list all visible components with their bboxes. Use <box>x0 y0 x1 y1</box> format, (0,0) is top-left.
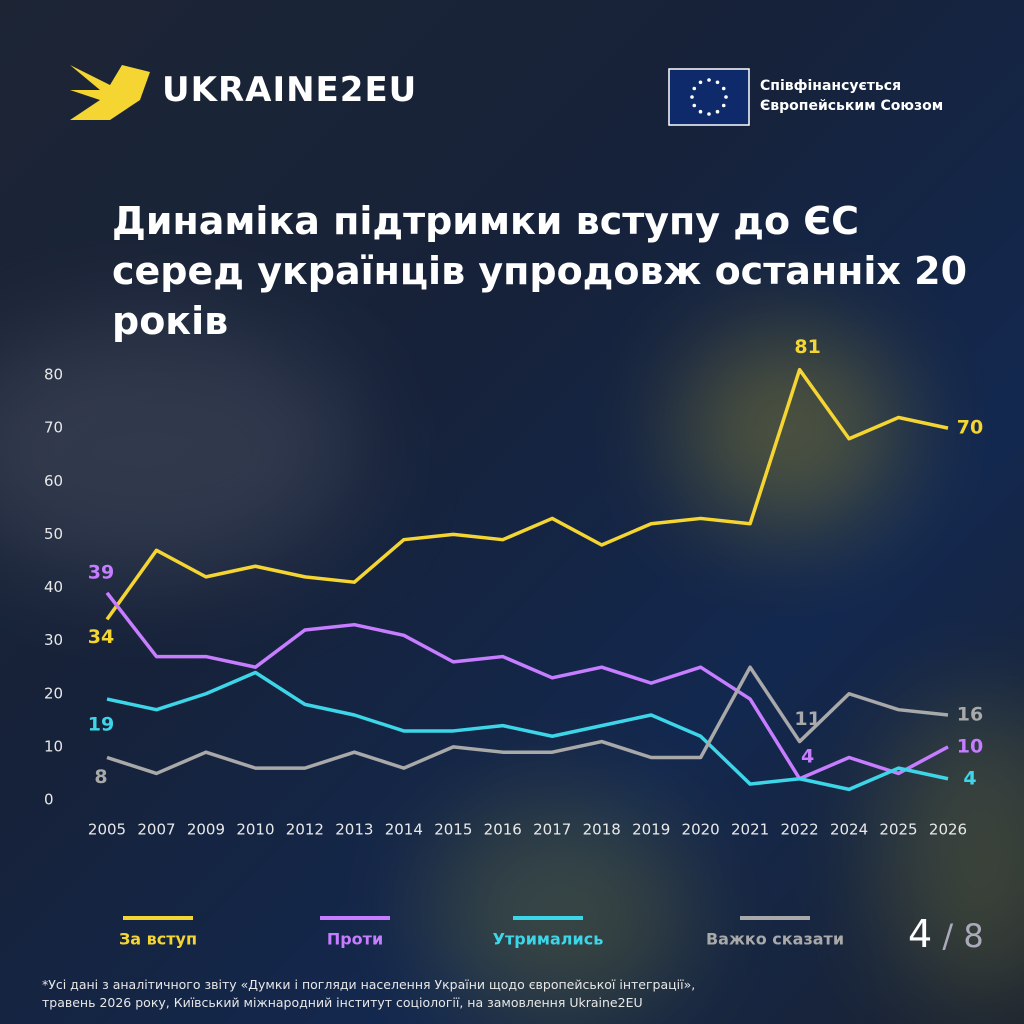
logo-mark <box>70 65 150 120</box>
x-tick-label: 2005 <box>88 821 126 839</box>
x-tick-label: 2021 <box>731 821 769 839</box>
y-tick-label: 60 <box>44 472 63 490</box>
pager: 4 / 8 <box>908 912 984 956</box>
data-label: 39 <box>88 561 114 583</box>
x-tick-label: 2017 <box>533 821 571 839</box>
y-tick-label: 80 <box>44 366 63 384</box>
data-label: 4 <box>963 767 976 789</box>
data-label: 34 <box>88 626 114 648</box>
legend-label: За вступ <box>119 930 197 949</box>
x-tick-label: 2016 <box>484 821 522 839</box>
y-tick-label: 40 <box>44 578 63 596</box>
x-tick-label: 2020 <box>682 821 720 839</box>
funding-line: Співфінансується <box>760 78 902 94</box>
data-label: 11 <box>794 708 820 730</box>
eu-flag <box>668 68 750 126</box>
x-tick-label: 2018 <box>583 821 621 839</box>
x-tick-label: 2026 <box>929 821 967 839</box>
x-tick-label: 2014 <box>385 821 423 839</box>
data-label: 10 <box>957 735 983 757</box>
funding-line: Європейським Союзом <box>760 98 944 114</box>
x-tick-label: 2015 <box>434 821 472 839</box>
footnote-line: травень 2026 року, Київський міжнародний… <box>42 995 643 1010</box>
footnote-line: *Усі дані з аналітичного звіту «Думки і … <box>42 977 696 992</box>
x-tick-label: 2019 <box>632 821 670 839</box>
series-line <box>105 591 949 781</box>
series-line <box>106 665 949 776</box>
x-tick-label: 2022 <box>780 821 818 839</box>
x-tick-label: 2007 <box>137 821 175 839</box>
background-blur <box>430 800 690 1020</box>
y-tick-label: 20 <box>44 684 63 702</box>
y-tick-label: 30 <box>44 631 63 649</box>
x-tick-label: 2012 <box>286 821 324 839</box>
y-tick-label: 10 <box>44 737 63 755</box>
series-line <box>105 367 949 621</box>
x-tick-label: 2010 <box>236 821 274 839</box>
legend-label: Проти <box>327 930 383 949</box>
x-tick-label: 2009 <box>187 821 225 839</box>
footnote: *Усі дані з аналітичного звіту «Думки і … <box>42 976 695 1012</box>
legend-label: Важко сказати <box>706 930 844 949</box>
y-tick-label: 70 <box>44 419 63 437</box>
x-tick-label: 2025 <box>879 821 917 839</box>
page-current: 4 <box>908 912 933 956</box>
x-tick-label: 2013 <box>335 821 373 839</box>
data-label: 81 <box>794 336 820 358</box>
series-line <box>106 670 949 792</box>
chart-title: Динаміка підтримки вступу до ЄС серед ук… <box>112 199 968 343</box>
data-label: 8 <box>94 766 107 788</box>
data-label: 16 <box>957 704 983 726</box>
data-label: 4 <box>801 745 814 767</box>
page-total: / 8 <box>932 917 984 955</box>
legend-label: Утримались <box>493 930 604 949</box>
background-blur <box>0 320 360 580</box>
data-label: 70 <box>957 417 983 439</box>
brand: UKRAINE2EU <box>162 70 418 110</box>
data-label: 19 <box>88 714 114 736</box>
page-total-number: 8 <box>963 917 984 955</box>
y-tick-label: 0 <box>44 791 54 809</box>
background-blur <box>680 330 900 530</box>
y-tick-label: 50 <box>44 525 63 543</box>
x-tick-label: 2024 <box>830 821 868 839</box>
